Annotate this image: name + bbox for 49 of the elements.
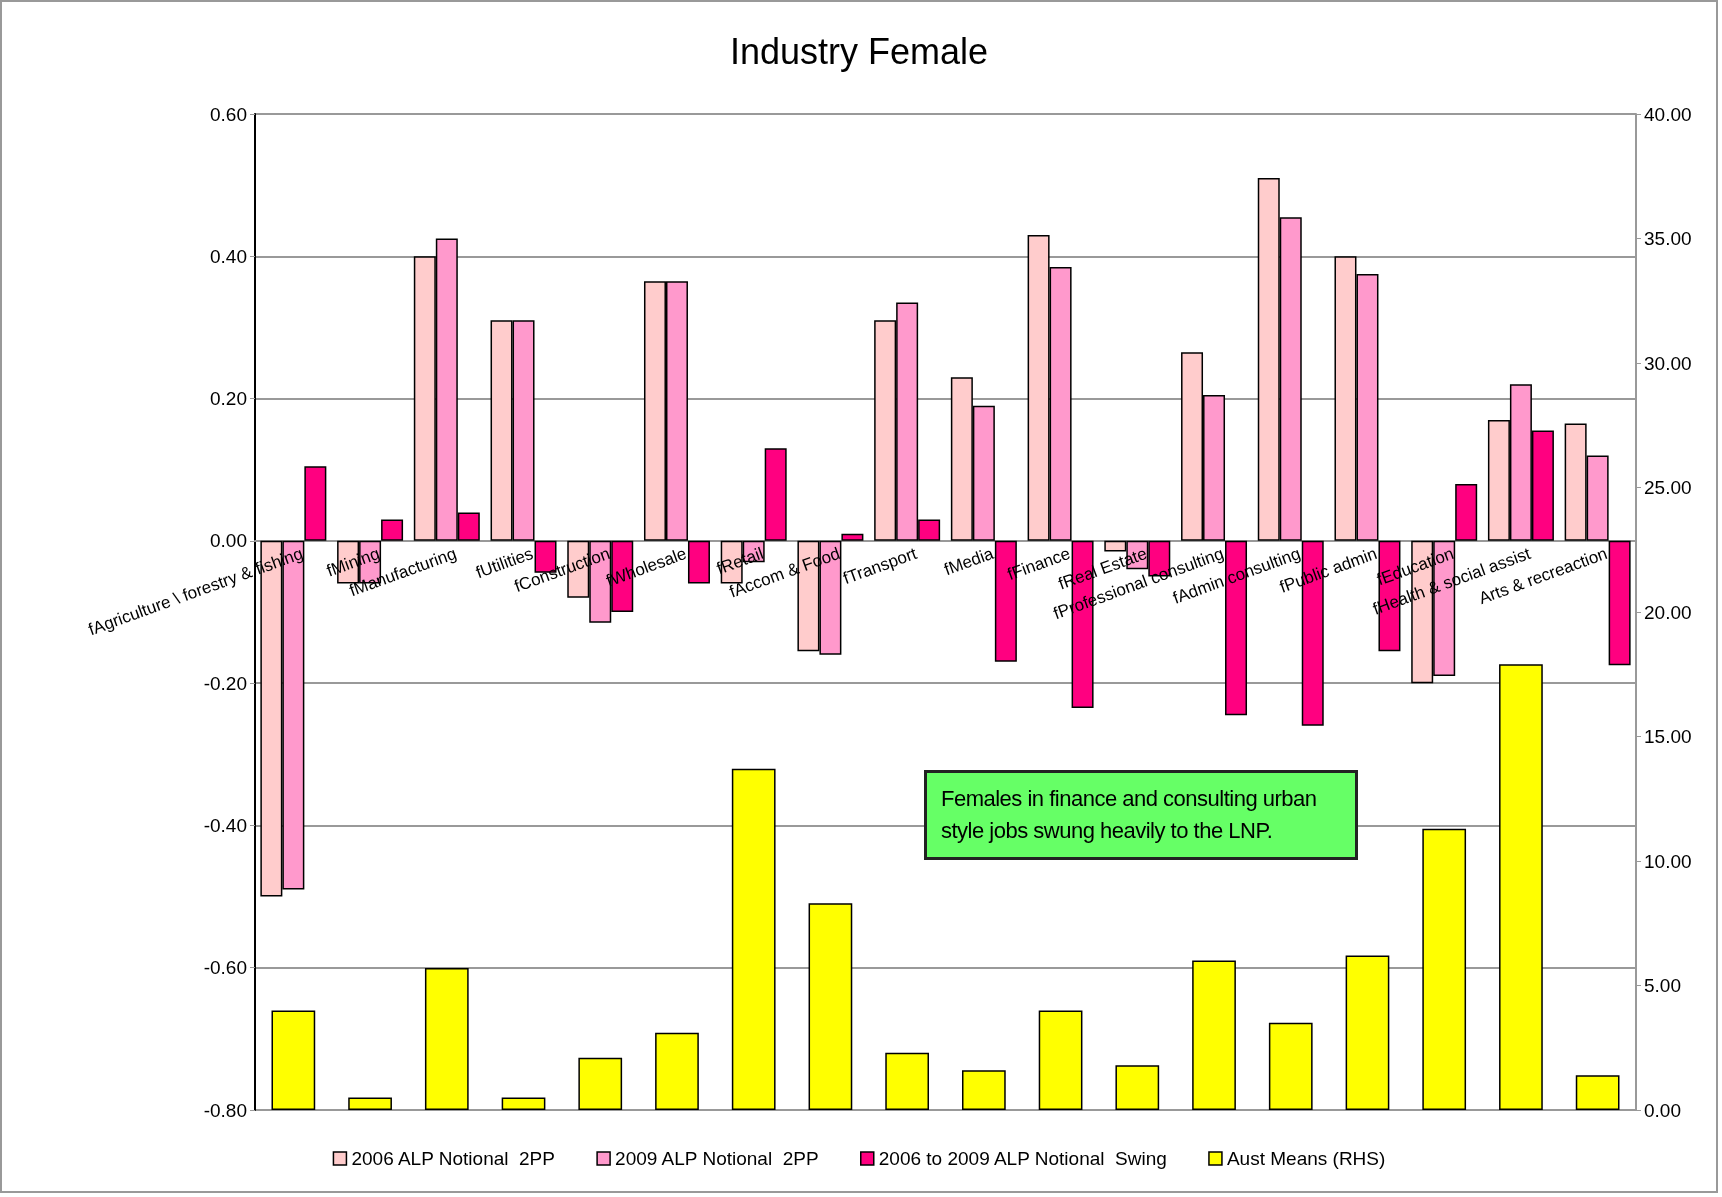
bar xyxy=(1192,960,1236,1110)
bar xyxy=(381,519,404,541)
bar xyxy=(304,466,327,541)
legend-label: 2009 ALP Notional 2PP xyxy=(615,1148,819,1169)
bar xyxy=(655,1032,699,1110)
y2-tick-label: 0.00 xyxy=(1644,1099,1681,1121)
bar xyxy=(1422,828,1467,1110)
bar xyxy=(731,768,776,1110)
y2-tick-label: 10.00 xyxy=(1644,850,1692,872)
legend-label: Aust Means (RHS) xyxy=(1226,1148,1386,1169)
x-tick-label: fMedia xyxy=(941,543,997,580)
annotation: Females in finance and consulting urban style jobs swung heavily to the LNP. xyxy=(924,770,1358,860)
y-tick-label: -0.20 xyxy=(203,672,247,694)
bar xyxy=(1499,664,1543,1110)
y-tick-label: -0.60 xyxy=(203,957,247,979)
y2-tick-label: 25.00 xyxy=(1644,477,1692,498)
bar xyxy=(1115,1065,1160,1110)
y-tick-label: -0.80 xyxy=(203,1099,247,1121)
y-tick-label: 0.60 xyxy=(210,103,247,125)
bar xyxy=(841,533,864,541)
y2-tick-label: 20.00 xyxy=(1644,601,1692,623)
y2-tick-label: 15.00 xyxy=(1644,726,1692,747)
bar xyxy=(271,1010,316,1110)
y-tick-label: 0.40 xyxy=(210,245,247,267)
chart-title: Industry Female xyxy=(729,30,989,72)
bar xyxy=(1575,1075,1620,1110)
y2-tick-label: 30.00 xyxy=(1644,352,1692,374)
y-tick-label: 0.20 xyxy=(210,388,247,410)
y2-tick-label: 5.00 xyxy=(1644,975,1681,996)
bar xyxy=(1455,483,1478,541)
bar xyxy=(1038,1010,1083,1110)
bar xyxy=(808,903,853,1110)
y-tick-label: 0.00 xyxy=(210,530,247,552)
bar xyxy=(1608,540,1631,666)
y-tick-label: -0.40 xyxy=(203,814,247,836)
bar xyxy=(424,968,469,1110)
y2-tick-label: 40.00 xyxy=(1644,103,1692,125)
y2-tick-label: 35.00 xyxy=(1644,228,1692,249)
bar xyxy=(687,540,710,584)
bar xyxy=(578,1057,623,1110)
bar xyxy=(348,1097,392,1110)
bar xyxy=(764,448,787,541)
bar xyxy=(1268,1022,1313,1110)
bar xyxy=(1345,955,1390,1110)
bar xyxy=(962,1070,1006,1110)
bar xyxy=(885,1052,929,1110)
bar xyxy=(501,1097,546,1110)
legend-label: 2006 to 2009 ALP Notional Swing xyxy=(878,1148,1167,1169)
legend-label: 2006 ALP Notional 2PP xyxy=(351,1148,555,1169)
